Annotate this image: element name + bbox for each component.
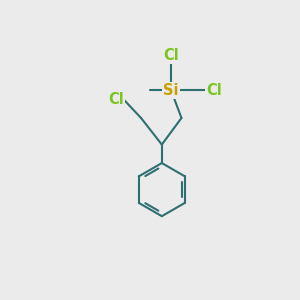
- Text: Cl: Cl: [163, 48, 179, 63]
- Text: Cl: Cl: [108, 92, 124, 107]
- Text: Si: Si: [163, 83, 179, 98]
- Text: Cl: Cl: [206, 83, 222, 98]
